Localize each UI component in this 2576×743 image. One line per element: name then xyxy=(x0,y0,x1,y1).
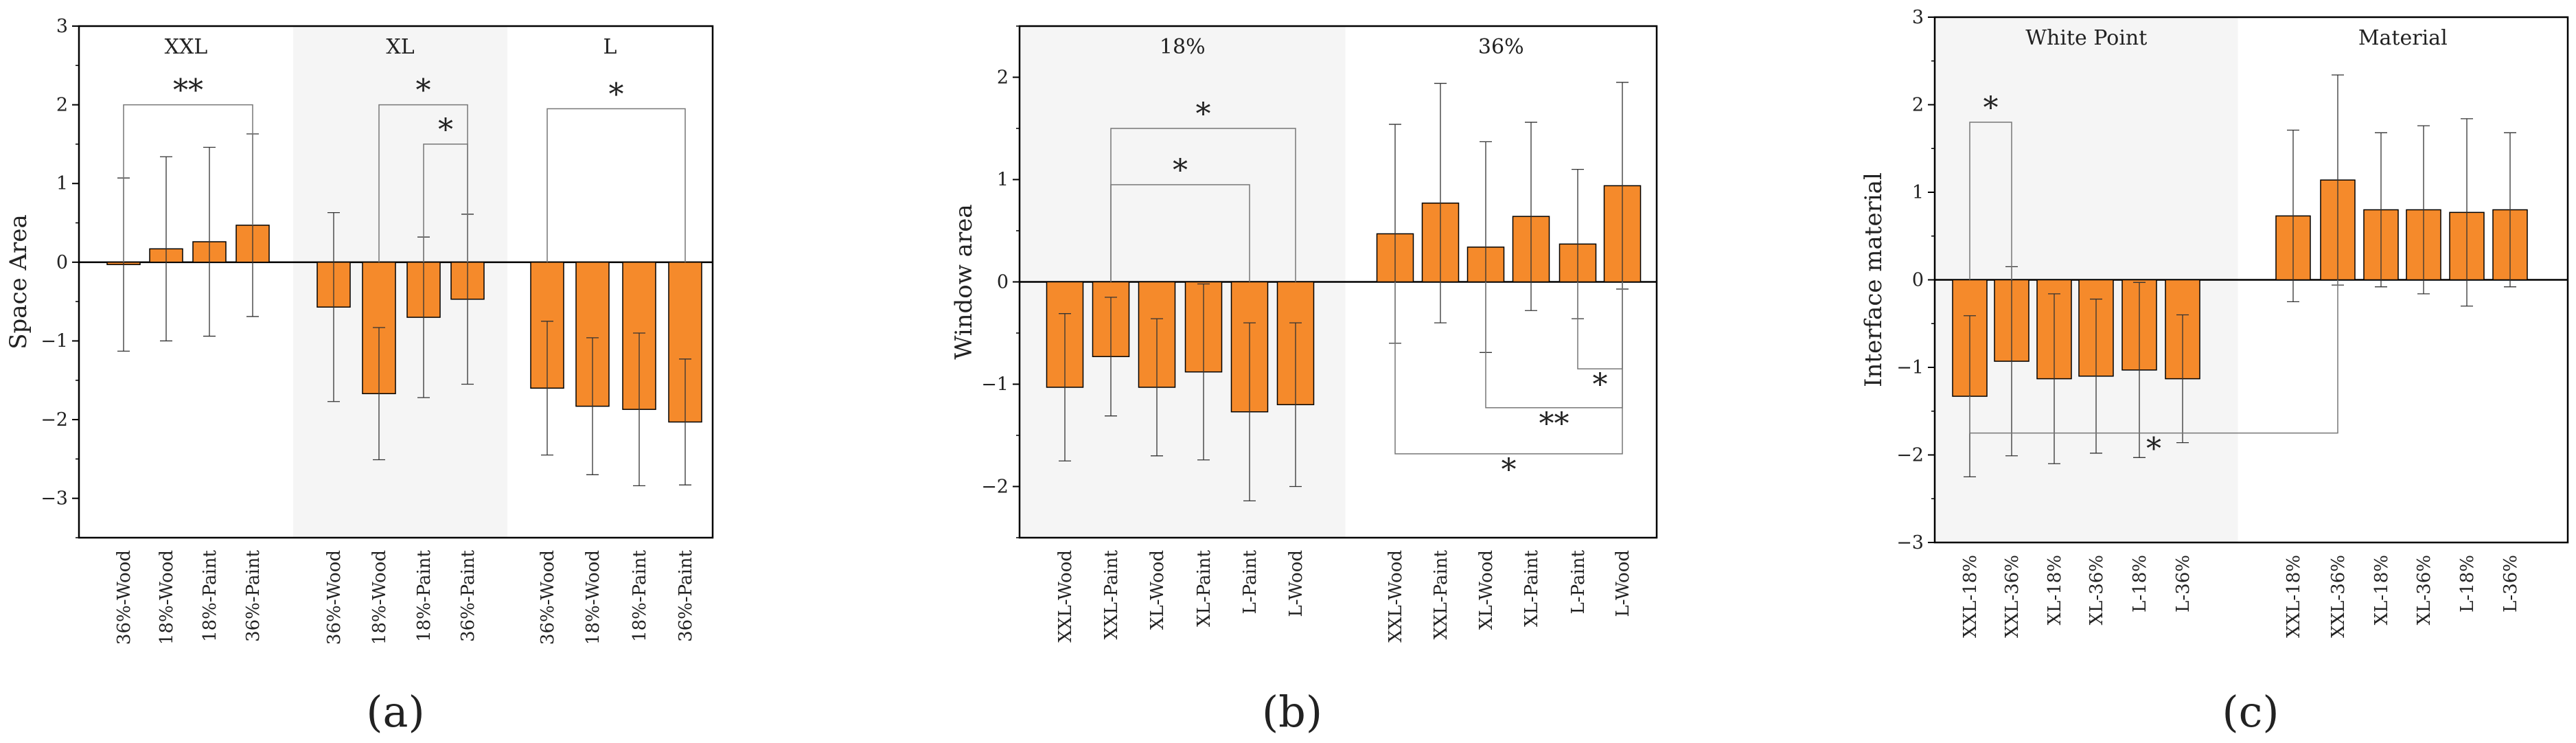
chart-panel-b: XXL-Wood XXL-Paint XL-Wood XL-Paint L-Paint L… xyxy=(950,25,1658,737)
category-label: 36%-Wood xyxy=(114,550,135,645)
y-tick-label: 0 xyxy=(56,252,68,273)
significance-bracket xyxy=(1110,184,1250,282)
chart-panel-c: XXL-18% XXL-36% XL-18% XL-36% L-18% L-36% XXL-… xyxy=(1860,7,2569,737)
category-label: L-18% xyxy=(2457,555,2478,613)
significance-marker: * xyxy=(1196,97,1211,132)
y-tick-label: −1 xyxy=(41,330,68,352)
category-label: L-Wood xyxy=(1286,550,1307,617)
panel-label: (c) xyxy=(2222,687,2279,737)
category-label: XXL-18% xyxy=(2284,555,2304,638)
panel-label: (b) xyxy=(1262,687,1322,737)
category-label: L-36% xyxy=(2500,555,2521,613)
category-label: XL-36% xyxy=(2086,555,2107,625)
y-tick-label: −2 xyxy=(41,409,68,431)
category-label: XL-Wood xyxy=(1476,550,1497,630)
category-label: XL-Paint xyxy=(1521,549,1542,626)
category-label: 36%-Wood xyxy=(538,550,558,645)
y-tick-label: 2 xyxy=(56,95,68,116)
significance-bracket xyxy=(1577,282,1623,369)
significance-marker: * xyxy=(438,113,453,148)
category-label: L-Paint xyxy=(1568,549,1589,614)
significance-bracket xyxy=(423,144,468,262)
group-label: XXL xyxy=(165,35,208,59)
significance-bracket xyxy=(1394,282,1623,455)
group-label: 36% xyxy=(1478,35,1524,59)
group-label: XL xyxy=(386,35,414,59)
y-axis-label: Space Area xyxy=(5,214,32,350)
y-tick-label: −3 xyxy=(1896,532,1924,553)
y-tick-label: 0 xyxy=(1912,270,1924,291)
category-label: XXL-Wood xyxy=(1385,550,1406,643)
y-axis-label: Window area xyxy=(950,204,978,359)
significance-marker: * xyxy=(2146,432,2161,467)
y-tick-label: −2 xyxy=(1896,445,1924,466)
y-tick-label: 2 xyxy=(1912,95,1924,116)
category-label: L-18% xyxy=(2130,555,2150,613)
y-axis-label: Interface material xyxy=(1860,172,1887,387)
category-label: 18%-Wood xyxy=(369,550,390,645)
significance-marker: * xyxy=(416,73,431,108)
category-label: XL-18% xyxy=(2045,555,2065,625)
category-label: 36%-Paint xyxy=(676,549,696,641)
category-label: 36%-Wood xyxy=(324,550,345,645)
plot-frame xyxy=(78,25,714,539)
group-label: White Point xyxy=(2025,26,2147,50)
group-label: 18% xyxy=(1160,35,1206,59)
y-tick-label: 2 xyxy=(997,67,1009,89)
category-label: 18%-Wood xyxy=(157,550,177,645)
category-label: XXL-Paint xyxy=(1431,549,1451,639)
significance-marker: * xyxy=(1502,453,1517,488)
group-label: L xyxy=(603,35,617,59)
category-label: XL-Wood xyxy=(1147,550,1168,630)
category-label: 36%-Paint xyxy=(458,549,479,641)
category-label: XXL-Paint xyxy=(1101,549,1122,639)
y-tick-label: 1 xyxy=(1912,182,1924,203)
category-label: XXL-Wood xyxy=(1055,550,1076,643)
category-label: XL-36% xyxy=(2414,555,2435,625)
group-label: Material xyxy=(2358,26,2448,50)
significance-bracket xyxy=(1969,279,2338,434)
category-label: 18%-Paint xyxy=(630,549,650,641)
y-tick-label: 1 xyxy=(997,170,1009,191)
significance-bracket xyxy=(547,108,686,262)
category-label: 36%-Paint xyxy=(243,549,264,641)
significance-marker: * xyxy=(1983,91,1999,126)
category-label: L-Paint xyxy=(1240,549,1261,614)
category-label: 18%-Wood xyxy=(583,550,603,645)
category-label: 18%-Paint xyxy=(200,549,220,641)
category-label: XL-18% xyxy=(2371,555,2392,625)
y-tick-label: 3 xyxy=(1912,7,1924,28)
chart-panel-a: 36%-Wood 18%-Wood 18%-Paint 36%-Paint 36%-Wo… xyxy=(5,16,714,737)
y-tick-label: −1 xyxy=(981,374,1009,396)
category-label: XXL-36% xyxy=(2002,555,2023,638)
y-tick-label: −1 xyxy=(1896,357,1924,378)
significance-bracket xyxy=(123,104,253,262)
y-tick-label: 3 xyxy=(56,16,68,37)
significance-marker: * xyxy=(609,77,624,112)
category-label: XL-Paint xyxy=(1194,549,1215,626)
significance-marker: * xyxy=(1593,367,1608,402)
panel-label: (a) xyxy=(366,687,424,737)
significance-marker: ** xyxy=(173,73,203,108)
significance-marker: ** xyxy=(1539,407,1569,442)
y-tick-label: 1 xyxy=(56,173,68,194)
category-label: XXL-18% xyxy=(1960,555,1981,638)
category-label: XXL-36% xyxy=(2328,555,2349,638)
y-tick-label: −3 xyxy=(41,488,68,510)
category-label: L-36% xyxy=(2173,555,2194,613)
y-tick-label: −2 xyxy=(981,477,1009,498)
category-label: 18%-Paint xyxy=(414,549,435,641)
significance-marker: * xyxy=(1173,153,1188,188)
y-tick-label: 0 xyxy=(997,272,1009,293)
category-label: L-Wood xyxy=(1613,550,1633,617)
significance-bracket xyxy=(1969,122,2012,280)
